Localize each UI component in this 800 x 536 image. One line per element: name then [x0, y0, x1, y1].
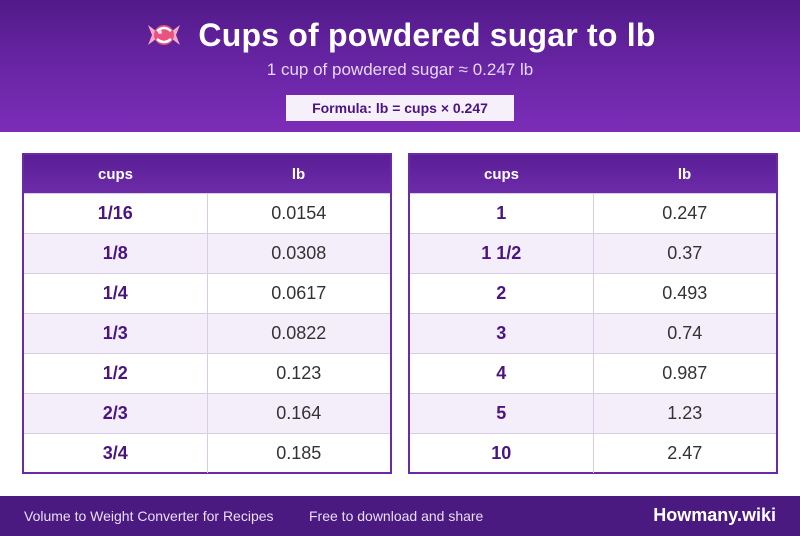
- cups-cell: 1/16: [24, 194, 208, 233]
- brand-link[interactable]: Howmany.wiki: [653, 505, 776, 525]
- footer-tagline: Volume to Weight Converter for Recipes: [24, 508, 274, 524]
- column-header-cups: cups: [483, 165, 519, 183]
- cups-cell: 1 1/2: [410, 234, 594, 273]
- table-row: 10 2.47: [410, 433, 776, 473]
- cups-cell: 4: [410, 354, 594, 393]
- lb-cell: 2.47: [667, 443, 703, 463]
- lb-cell: 0.0154: [271, 203, 327, 223]
- table-row: 2 0.493: [410, 273, 776, 313]
- lb-cell: 0.0617: [271, 283, 327, 303]
- cups-cell: 1/2: [24, 354, 208, 393]
- table-header: cups lb: [24, 155, 390, 193]
- table-row: 1/3 0.0822: [24, 313, 390, 353]
- lb-cell: 0.987: [662, 363, 708, 383]
- footer-share-note: Free to download and share: [309, 508, 484, 524]
- column-header-lb: lb: [291, 165, 306, 183]
- lb-cell: 0.247: [662, 203, 708, 223]
- formula-badge: Formula: lb = cups × 0.247: [286, 95, 514, 121]
- cups-cell: 1/8: [24, 234, 208, 273]
- cups-cell: 2/3: [24, 394, 208, 433]
- lb-cell: 0.185: [276, 443, 322, 463]
- header: Cups of powdered sugar to lb 1 cup of po…: [0, 0, 800, 132]
- conversion-table-right: cups lb 1 0.247 1 1/2 0.37 2 0.493 3 0.7…: [408, 153, 778, 474]
- lb-cell: 0.0822: [271, 323, 327, 343]
- table-row: 1/2 0.123: [24, 353, 390, 393]
- table-row: 3/4 0.185: [24, 433, 390, 473]
- table-row: 1/8 0.0308: [24, 233, 390, 273]
- lb-cell: 0.123: [276, 363, 322, 383]
- column-header-lb: lb: [677, 165, 692, 183]
- lb-cell: 1.23: [667, 403, 703, 423]
- cups-cell: 1/3: [24, 314, 208, 353]
- cups-cell: 1: [410, 194, 594, 233]
- cups-cell: 3/4: [24, 434, 208, 473]
- subtitle: 1 cup of powdered sugar ≈ 0.247 lb: [266, 60, 534, 79]
- table-header: cups lb: [410, 155, 776, 193]
- table-row: 3 0.74: [410, 313, 776, 353]
- lb-cell: 0.74: [667, 323, 703, 343]
- cups-cell: 10: [410, 434, 594, 473]
- table-row: 2/3 0.164: [24, 393, 390, 433]
- title-row: Cups of powdered sugar to lb: [0, 14, 800, 56]
- column-header-cups: cups: [97, 165, 133, 183]
- cups-cell: 2: [410, 274, 594, 313]
- cups-cell: 3: [410, 314, 594, 353]
- table-row: 1/16 0.0154: [24, 193, 390, 233]
- table-row: 1 1/2 0.37: [410, 233, 776, 273]
- footer: Volume to Weight Converter for Recipes F…: [0, 496, 800, 536]
- page-title: Cups of powdered sugar to lb: [198, 16, 656, 53]
- lb-cell: 0.0308: [271, 243, 327, 263]
- table-row: 5 1.23: [410, 393, 776, 433]
- lb-cell: 0.37: [667, 243, 703, 263]
- table-row: 1 0.247: [410, 193, 776, 233]
- lb-cell: 0.493: [662, 283, 708, 303]
- conversion-table-left: cups lb 1/16 0.0154 1/8 0.0308 1/4 0.061…: [22, 153, 392, 474]
- candy-icon: [144, 15, 184, 55]
- table-row: 1/4 0.0617: [24, 273, 390, 313]
- cups-cell: 1/4: [24, 274, 208, 313]
- lb-cell: 0.164: [276, 403, 322, 423]
- table-row: 4 0.987: [410, 353, 776, 393]
- cups-cell: 5: [410, 394, 594, 433]
